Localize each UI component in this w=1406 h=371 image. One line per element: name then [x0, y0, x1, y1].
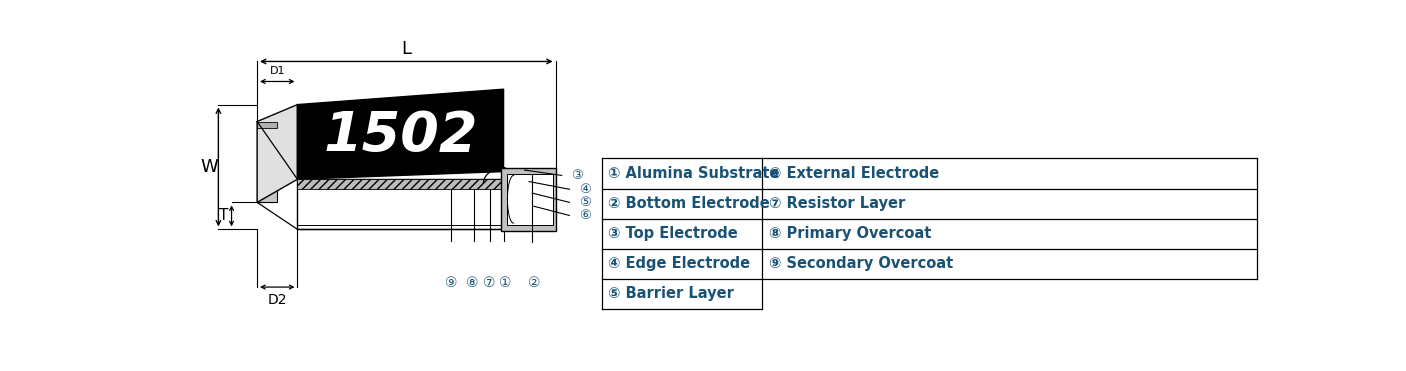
Text: ⑦: ⑦	[482, 276, 495, 290]
Text: ①: ①	[499, 276, 512, 290]
Bar	[508, 174, 553, 225]
Text: ① Alumina Substrate: ① Alumina Substrate	[609, 166, 780, 181]
Text: T: T	[219, 208, 229, 223]
Text: ③: ③	[571, 169, 583, 182]
Text: ③ Top Electrode: ③ Top Electrode	[609, 226, 738, 241]
Text: ④ Edge Electrode: ④ Edge Electrode	[609, 256, 751, 271]
Bar	[502, 168, 555, 231]
Polygon shape	[298, 179, 503, 188]
Text: ⑥ External Electrode: ⑥ External Electrode	[769, 166, 939, 181]
Text: 1502: 1502	[323, 109, 478, 163]
Polygon shape	[298, 179, 503, 229]
Text: ⑤ Barrier Layer: ⑤ Barrier Layer	[609, 286, 734, 301]
Polygon shape	[257, 105, 298, 202]
Text: L: L	[401, 40, 411, 58]
Text: W: W	[200, 158, 218, 176]
Text: ⑨ Secondary Overcoat: ⑨ Secondary Overcoat	[769, 256, 953, 271]
Polygon shape	[298, 89, 503, 179]
Text: ② Bottom Electrode: ② Bottom Electrode	[609, 196, 770, 211]
Polygon shape	[257, 122, 277, 202]
Text: ⑧: ⑧	[467, 276, 479, 290]
Text: ⑨: ⑨	[444, 276, 457, 290]
Text: ⑤: ⑤	[579, 196, 591, 209]
Text: D1: D1	[270, 66, 285, 76]
Polygon shape	[257, 122, 277, 128]
Text: ⑦ Resistor Layer: ⑦ Resistor Layer	[769, 196, 905, 211]
Text: ④: ④	[579, 183, 591, 196]
Text: ⑧ Primary Overcoat: ⑧ Primary Overcoat	[769, 226, 931, 241]
Text: ⑥: ⑥	[579, 209, 591, 222]
Text: D2: D2	[267, 293, 287, 307]
Text: ②: ②	[527, 276, 540, 290]
